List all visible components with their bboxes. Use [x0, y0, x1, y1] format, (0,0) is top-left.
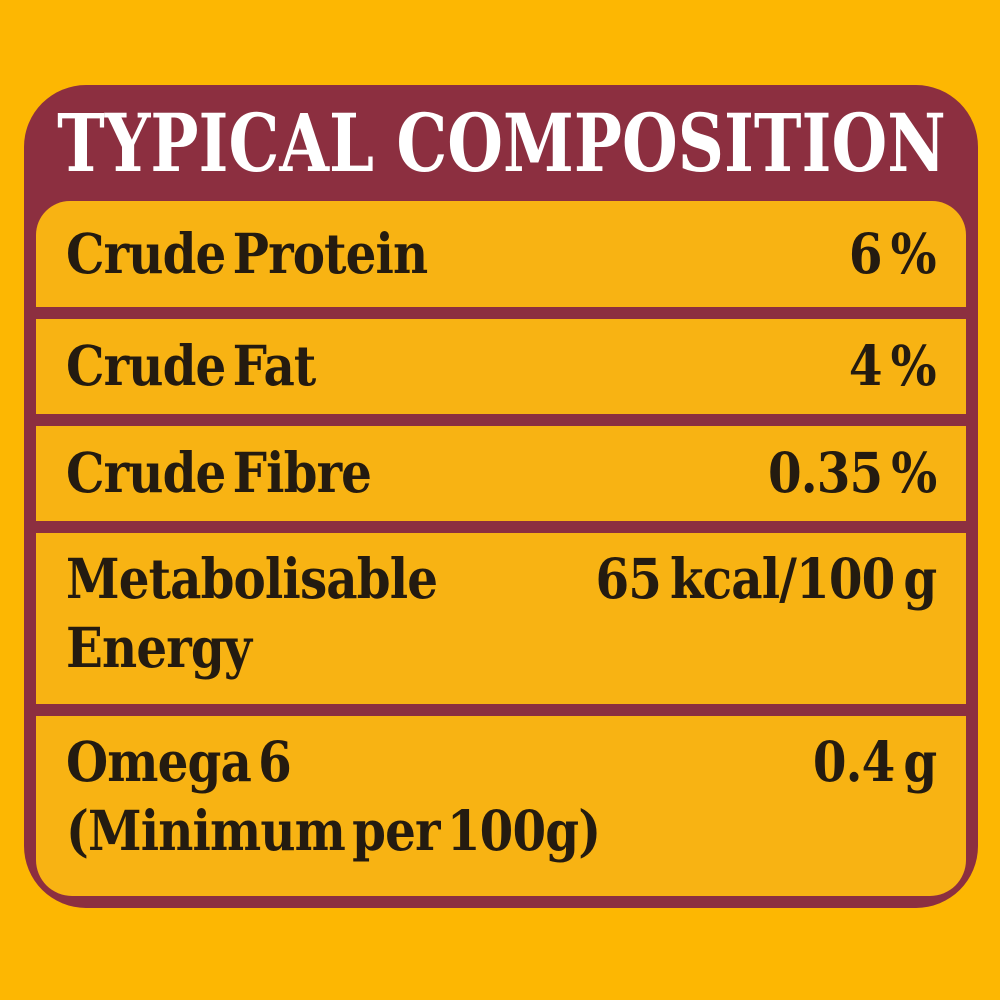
row-value: 0.4 g	[812, 729, 937, 794]
row-label: Crude Fibre	[66, 440, 372, 506]
composition-table: Crude Protein 6 % Crude Fat 4 % Crude Fi…	[36, 201, 966, 896]
table-row-crude-fibre: Crude Fibre 0.35 %	[36, 426, 966, 521]
row-label-group: Omega 6 (Minimum per 100g)	[66, 728, 601, 866]
table-row-crude-fat: Crude Fat 4 %	[36, 319, 966, 414]
row-label: Crude Fat	[66, 333, 316, 399]
panel-header: TYPICAL COMPOSITION	[36, 85, 966, 201]
row-label: Crude Protein	[66, 220, 428, 286]
row-label: Metabolisable Energy	[66, 546, 438, 680]
row-value: 65 kcal/100 g	[595, 546, 937, 611]
row-value: 4 %	[849, 333, 937, 399]
composition-panel: TYPICAL COMPOSITION Crude Protein 6 % Cr…	[24, 85, 978, 908]
row-value: 6 %	[849, 220, 937, 286]
table-row-crude-protein: Crude Protein 6 %	[36, 201, 966, 307]
row-value: 0.35 %	[767, 440, 937, 506]
table-row-omega-6: Omega 6 (Minimum per 100g) 0.4 g	[36, 716, 966, 896]
panel-title: TYPICAL COMPOSITION	[56, 96, 946, 190]
row-sublabel: (Minimum per 100g)	[66, 797, 601, 863]
table-row-metabolisable-energy: Metabolisable Energy 65 kcal/100 g	[36, 533, 966, 704]
row-label: Omega 6	[66, 729, 292, 794]
